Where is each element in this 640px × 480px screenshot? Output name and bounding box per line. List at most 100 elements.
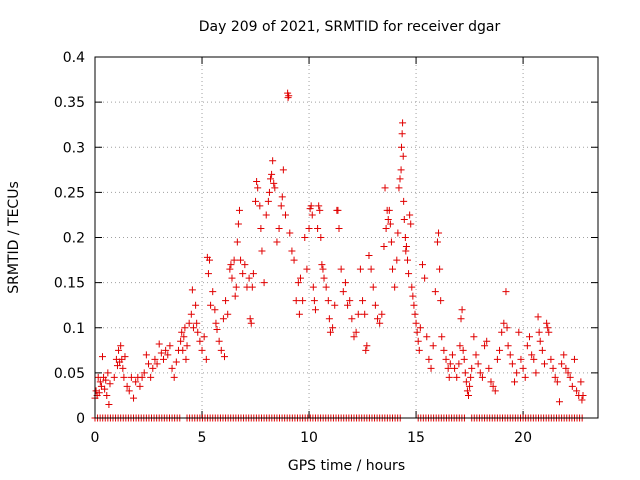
data-point [562, 364, 570, 372]
data-point [200, 333, 208, 341]
data-point [442, 355, 450, 363]
data-point [523, 342, 531, 350]
y-axis-label: SRMTID / TECUs [6, 181, 22, 294]
data-point [517, 355, 525, 363]
data-point [467, 373, 475, 381]
data-point [310, 297, 318, 305]
data-point [371, 301, 379, 309]
data-point [164, 351, 172, 359]
data-point [335, 224, 343, 232]
data-point [130, 394, 138, 402]
data-point [385, 206, 393, 214]
data-point [178, 328, 186, 336]
data-point [382, 224, 390, 232]
data-point [115, 346, 123, 354]
data-point [356, 265, 364, 273]
data-point [194, 328, 202, 336]
data-point [157, 349, 165, 357]
data-point [220, 353, 228, 361]
data-point [185, 319, 193, 327]
data-point [468, 364, 476, 372]
data-point [334, 206, 342, 214]
data-point [341, 279, 349, 287]
data-point [123, 382, 131, 390]
data-point [365, 252, 373, 260]
data-point [264, 197, 272, 205]
data-point [376, 319, 384, 327]
data-point [407, 220, 415, 228]
data-point [415, 346, 423, 354]
y-tick-label: 0.25 [54, 185, 85, 201]
data-point [188, 286, 196, 294]
data-point [217, 346, 225, 354]
data-point [182, 355, 190, 363]
data-point [247, 319, 255, 327]
data-point [232, 283, 240, 291]
data-point [348, 315, 356, 323]
data-point [254, 184, 262, 192]
y-tick-label: 0.1 [63, 321, 85, 337]
data-point [380, 243, 388, 251]
data-point [212, 319, 220, 327]
data-point [429, 342, 437, 350]
data-point [315, 202, 323, 210]
data-point [409, 292, 417, 300]
data-point [536, 337, 544, 345]
data-point [295, 310, 303, 318]
data-point [408, 283, 416, 291]
data-point [246, 315, 254, 323]
data-point [159, 355, 167, 363]
x-tick-label: 20 [514, 430, 532, 446]
data-point [498, 328, 506, 336]
data-point [566, 373, 574, 381]
data-point [230, 256, 238, 264]
data-point [142, 351, 150, 359]
data-point [578, 396, 586, 404]
x-ticks: 0 5 10 15 20 [91, 57, 532, 446]
data-point [192, 301, 200, 309]
data-point [145, 360, 153, 368]
data-point [418, 261, 426, 269]
data-point [316, 206, 324, 214]
data-point [401, 234, 409, 241]
data-point [410, 301, 418, 309]
data-point [457, 315, 465, 323]
data-point [102, 376, 110, 384]
data-point [196, 337, 204, 345]
data-point [98, 353, 106, 361]
data-point [211, 306, 219, 314]
data-point [346, 297, 354, 305]
data-point [444, 364, 452, 372]
data-point [138, 373, 146, 381]
y-tick-label: 0.15 [54, 276, 85, 292]
data-point [301, 234, 309, 241]
data-point [172, 358, 180, 366]
data-point [508, 360, 516, 368]
data-point [294, 279, 302, 287]
data-point [121, 353, 129, 361]
data-point [451, 364, 459, 372]
data-point [151, 355, 159, 363]
data-point [132, 378, 140, 386]
y-tick-label: 0.4 [63, 50, 85, 66]
data-point [545, 328, 553, 336]
data-point [513, 369, 521, 377]
data-point [326, 328, 334, 336]
data-point [414, 337, 422, 345]
data-point [249, 270, 257, 278]
data-point [177, 337, 185, 345]
data-point [189, 324, 197, 332]
data-point [485, 364, 493, 372]
data-point [573, 387, 581, 395]
data-point [466, 382, 474, 390]
data-point [398, 143, 406, 151]
data-point [329, 324, 337, 332]
data-point [162, 346, 170, 354]
data-point [153, 360, 161, 368]
data-point [555, 398, 563, 406]
data-point [198, 346, 206, 354]
data-point [500, 319, 508, 327]
data-point [337, 265, 345, 273]
data-point [309, 283, 317, 291]
data-point [104, 369, 112, 377]
